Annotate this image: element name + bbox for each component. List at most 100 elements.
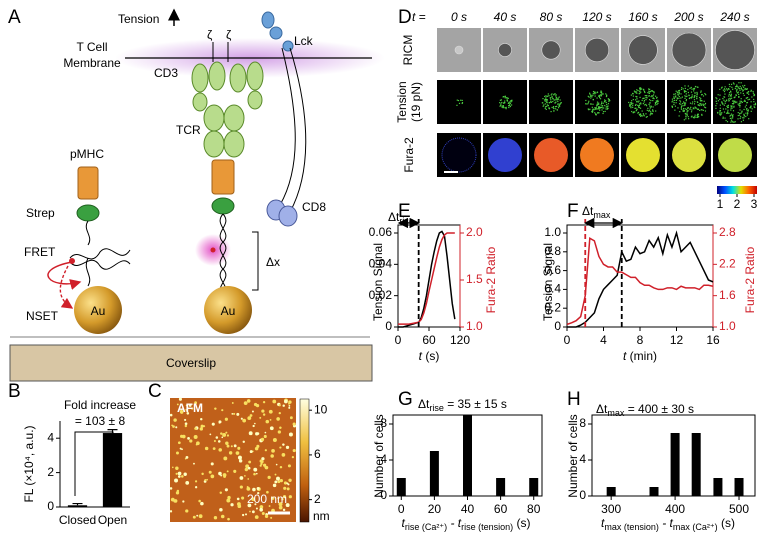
- tension-signal: [733, 100, 735, 102]
- tension-signal: [694, 116, 696, 118]
- tension-signal: [743, 114, 746, 116]
- afm-feature: [220, 432, 223, 435]
- afm-background: [170, 398, 296, 522]
- tension-signal: [591, 96, 593, 98]
- tension-signal: [689, 108, 691, 110]
- x-axis-label-part: t: [402, 516, 406, 530]
- tension-signal: [504, 97, 506, 99]
- tension-signal: [544, 100, 546, 102]
- afm-feature: [220, 514, 225, 519]
- tension-signal: [640, 102, 642, 104]
- tension-signal: [727, 106, 729, 109]
- tension-signal: [693, 87, 695, 90]
- tension-signal: [591, 111, 594, 113]
- afm-feature: [278, 404, 281, 407]
- y2-axis-label: Fura-2 Ratio: [743, 246, 757, 313]
- tension-signal: [509, 103, 511, 105]
- tension-signal: [587, 108, 589, 110]
- afm-image: [169, 397, 297, 522]
- tension-signal: [730, 94, 732, 96]
- y-tick-label: 0.02: [369, 288, 393, 302]
- tension-signal: [605, 93, 607, 95]
- afm-feature: [175, 426, 178, 429]
- afm-feature: [282, 404, 285, 407]
- afm-feature: [174, 478, 179, 483]
- afm-feature: [283, 486, 287, 490]
- tension-signal: [678, 95, 680, 98]
- tension-signal: [684, 90, 686, 92]
- tension-signal: [510, 99, 512, 102]
- tension-signal: [740, 98, 742, 100]
- tension-signal: [544, 107, 546, 109]
- tension-signal: [587, 103, 589, 105]
- afm-feature: [289, 416, 293, 420]
- afm-feature: [222, 473, 227, 477]
- x-axis-label-part: rise (tension): [461, 522, 513, 532]
- afm-feature: [233, 412, 236, 415]
- tension-signal: [727, 112, 729, 114]
- tension-signal: [700, 104, 703, 106]
- tension-signal: [598, 97, 601, 99]
- tension-signal: [721, 102, 723, 104]
- tension-signal: [504, 100, 506, 102]
- ricm-cell: [584, 37, 610, 63]
- afm-feature: [249, 510, 251, 513]
- tension-signal: [630, 106, 632, 108]
- tension-signal: [743, 100, 745, 102]
- x-axis-label-part: rise (Ca²⁺): [405, 522, 447, 532]
- tension-signal: [685, 90, 687, 93]
- tension-signal: [734, 87, 736, 90]
- tension-signal: [683, 109, 685, 112]
- tension-signal: [634, 111, 636, 113]
- tension-signal: [590, 94, 592, 97]
- tension-signal: [601, 107, 603, 109]
- afm-feature: [219, 491, 223, 494]
- label: t =: [412, 10, 426, 24]
- tension-signal: [725, 100, 728, 102]
- tension-signal: [746, 102, 748, 104]
- tension-signal: [738, 93, 740, 95]
- tension-signal: [594, 91, 596, 93]
- tension-signal: [641, 99, 643, 101]
- tension-signal: [507, 97, 509, 99]
- afm-feature: [261, 457, 265, 461]
- tension-signal: [594, 93, 596, 95]
- tension-signal: [632, 106, 634, 108]
- afm-feature: [200, 501, 204, 506]
- tension-signal: [748, 93, 750, 95]
- afm-feature: [228, 451, 233, 455]
- tension-signal: [637, 101, 639, 103]
- tension-signal: [594, 108, 596, 110]
- tension-signal: [633, 90, 636, 92]
- tension-signal: [605, 102, 607, 104]
- tension-signal: [551, 95, 553, 98]
- series-line: [398, 230, 456, 328]
- tension-signal: [650, 90, 652, 92]
- tension-signal: [743, 94, 745, 96]
- gold-particle: [204, 286, 252, 334]
- tension-signal: [721, 112, 723, 114]
- x-axis-label-part: t: [623, 349, 627, 363]
- bar: [67, 505, 88, 507]
- tension-signal: [724, 102, 726, 104]
- tension-signal: [542, 105, 544, 107]
- strep: [211, 197, 235, 215]
- tension-signal: [736, 88, 738, 90]
- tension-signal: [674, 109, 676, 111]
- y-axis-label: FL (×10⁴, a.u.): [22, 425, 36, 502]
- tension-signal: [694, 94, 696, 97]
- afm-feature: [260, 437, 265, 441]
- tension-signal: [632, 102, 634, 105]
- tension-signal: [656, 100, 658, 102]
- afm-feature: [198, 499, 201, 503]
- column-label: 80 s: [540, 10, 563, 24]
- tension-signal: [715, 105, 717, 107]
- tension-signal: [557, 98, 559, 100]
- tension-signal: [731, 100, 734, 102]
- tension-signal: [681, 96, 683, 98]
- tension-signal: [728, 95, 730, 97]
- y-tick-label: 4: [380, 452, 387, 466]
- afm-feature: [173, 418, 177, 422]
- tension-signal: [730, 121, 732, 123]
- tension-signal: [500, 99, 503, 101]
